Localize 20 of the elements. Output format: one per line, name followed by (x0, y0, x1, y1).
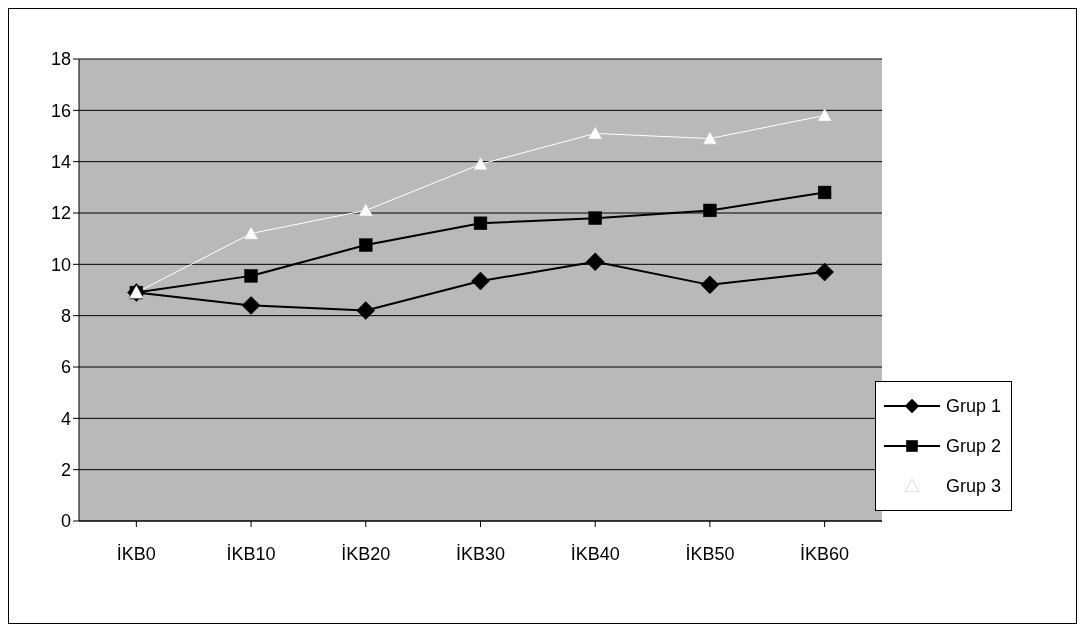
x-tick-label: İKB60 (800, 543, 850, 564)
y-tick-label: 12 (50, 203, 71, 224)
y-tick-label: 14 (50, 152, 71, 173)
x-tick-label: İKB50 (685, 543, 735, 564)
y-tick-label: 8 (60, 306, 71, 327)
y-tick-label: 4 (60, 408, 71, 429)
x-tick-label: İKB20 (341, 543, 391, 564)
x-tick-label: İKB10 (226, 543, 276, 564)
legend-label: Grup 1 (945, 395, 1001, 417)
legend-label: Grup 2 (945, 435, 1001, 457)
x-tick-label: İKB0 (116, 543, 156, 564)
y-tick-label: 0 (60, 511, 71, 532)
y-tick-label: 10 (50, 254, 71, 275)
y-tick-label: 6 (60, 357, 71, 378)
y-tick-label: 16 (50, 100, 71, 121)
x-tick-label: İKB40 (570, 543, 620, 564)
x-tick-label: İKB30 (455, 543, 506, 564)
y-tick-label: 18 (50, 49, 71, 70)
y-tick-label: 2 (60, 460, 71, 481)
legend-label: Grup 3 (945, 475, 1001, 497)
